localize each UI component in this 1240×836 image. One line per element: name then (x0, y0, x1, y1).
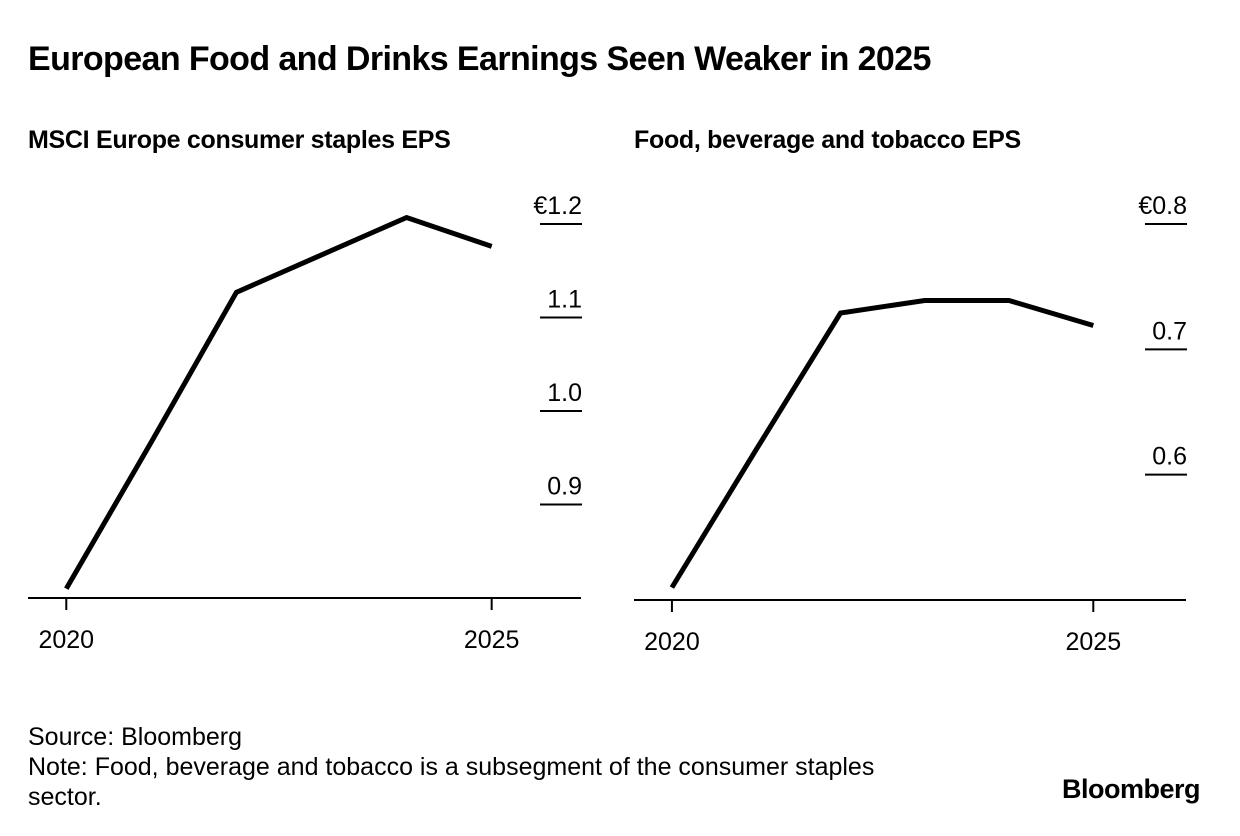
y-tick-label: 0.9 (547, 473, 582, 501)
y-tick-label: 0.6 (1152, 443, 1187, 471)
y-tick-label: 1.1 (547, 286, 582, 314)
footer: Source: Bloomberg Note: Food, beverage a… (28, 722, 878, 812)
x-tick-label: 2025 (1065, 628, 1121, 656)
series-line (672, 301, 1093, 588)
source-text: Source: Bloomberg (28, 722, 878, 752)
charts-canvas: 0.9 1.0 1.1 €1.2 2020 2025 0.6 0.7 €0.8 2020 2025 (0, 0, 1240, 836)
series-line (66, 218, 491, 589)
x-tick-label: 2025 (464, 626, 520, 654)
note-text: Note: Food, beverage and tobacco is a su… (28, 752, 878, 812)
bloomberg-logo: Bloomberg (1062, 774, 1200, 805)
y-tick-label: €1.2 (533, 192, 582, 220)
y-tick-label: 1.0 (547, 379, 582, 407)
x-tick-label: 2020 (644, 628, 700, 656)
y-tick-label: 0.7 (1152, 317, 1187, 345)
x-tick-label: 2020 (38, 626, 94, 654)
y-tick-label: €0.8 (1138, 192, 1187, 220)
